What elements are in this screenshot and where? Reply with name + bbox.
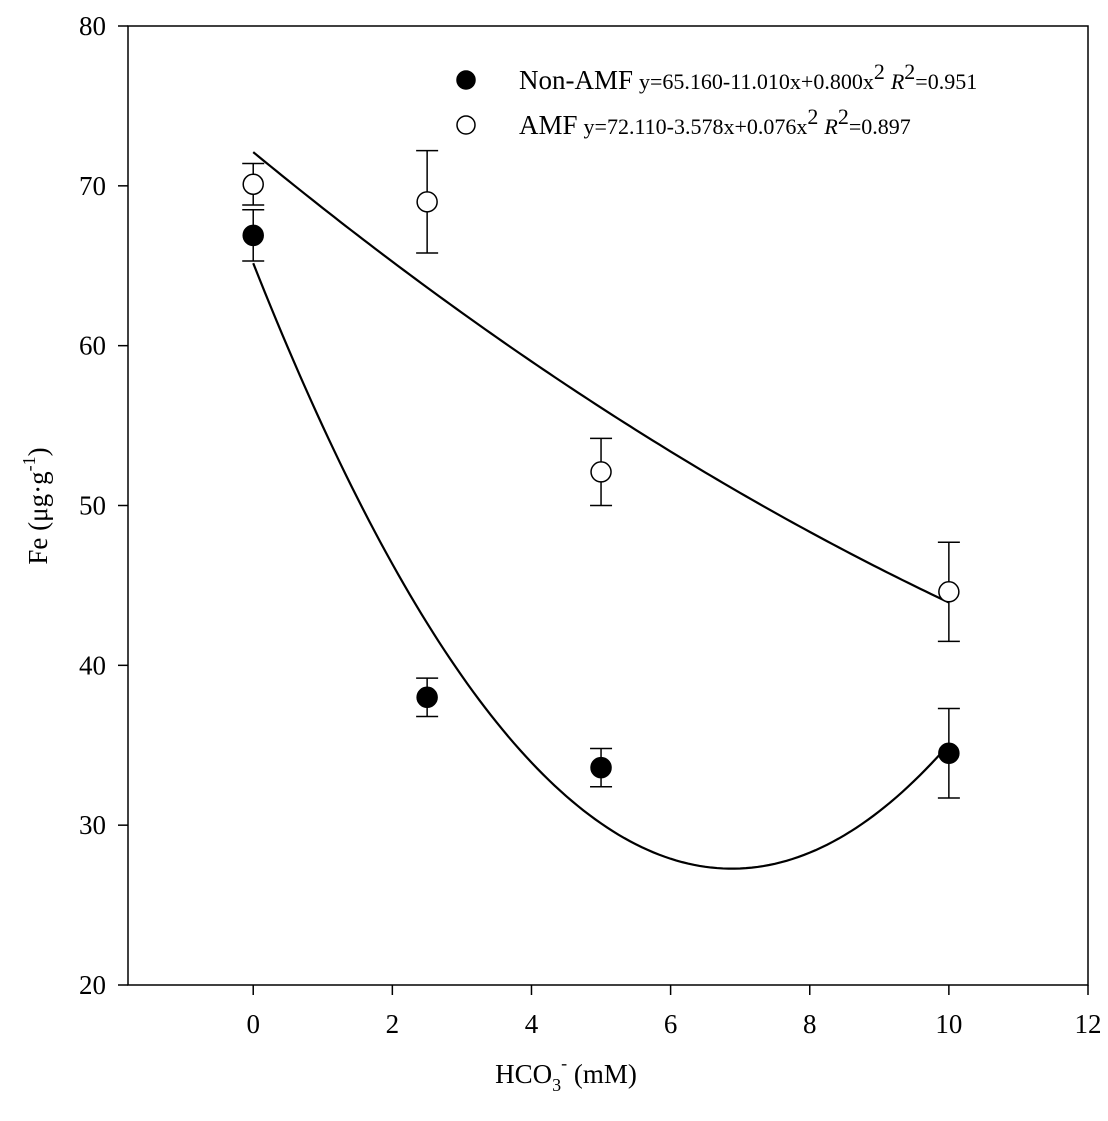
legend-label-non-amf: Non-AMF (519, 65, 633, 95)
y-tick-label: 30 (79, 810, 106, 840)
legend-label-amf: AMF (519, 110, 578, 140)
x-axis-title-rest: (mM) (567, 1059, 637, 1089)
data-point-non-amf (242, 224, 264, 247)
data-point-amf (416, 191, 438, 213)
y-tick-label: 50 (79, 491, 106, 521)
x-axis-ticks: 0 2 4 6 8 10 12 (246, 985, 1102, 1039)
y-axis-ticks: 20 30 40 50 60 70 80 (79, 11, 128, 1000)
x-tick-label: 10 (935, 1009, 962, 1039)
data-point-non-amf (590, 756, 612, 779)
y-axis-title: Fe (μg·g-1) (19, 447, 53, 564)
legend-marker-non-amf (456, 70, 476, 90)
legend-equation-amf-sup: 2 (807, 104, 818, 129)
legend-entry-non-amf: Non-AMF y=65.160-11.010x+0.800x2 R2=0.951 (519, 59, 977, 95)
x-axis-title-base: HCO (495, 1059, 552, 1089)
legend-equation-non-amf-sup: 2 (874, 59, 885, 84)
data-point-amf (242, 173, 264, 195)
data-point-non-amf (416, 686, 438, 709)
legend-r-value-amf: =0.897 (849, 114, 911, 139)
data-point-non-amf (938, 742, 960, 764)
legend: Non-AMF y=65.160-11.010x+0.800x2 R2=0.951 … (456, 59, 977, 140)
data-point-amf (938, 581, 960, 603)
y-tick-label: 20 (79, 970, 106, 1000)
y-tick-label: 80 (79, 11, 106, 41)
legend-r-amf: R (823, 114, 838, 139)
legend-equation-non-amf: y=65.160-11.010x+0.800x (639, 69, 874, 94)
x-tick-label: 4 (525, 1009, 539, 1039)
legend-r-sup-non-amf: 2 (904, 59, 915, 84)
y-axis-title-rest: ) (23, 447, 53, 456)
x-tick-label: 12 (1075, 1009, 1102, 1039)
x-tick-label: 0 (246, 1009, 260, 1039)
y-tick-label: 60 (79, 331, 106, 361)
y-tick-label: 40 (79, 650, 106, 680)
legend-marker-amf (456, 115, 476, 135)
legend-equation-amf: y=72.110-3.578x+0.076x (584, 114, 808, 139)
x-tick-label: 6 (664, 1009, 678, 1039)
y-axis-title-base: Fe (μg·g (23, 471, 53, 564)
data-point-amf (590, 461, 612, 483)
fit-curves (252, 151, 950, 870)
legend-r-sup-amf: 2 (838, 104, 849, 129)
fit-curve-non-amf (252, 262, 950, 870)
y-tick-label: 70 (79, 171, 106, 201)
data-points (242, 173, 960, 779)
x-axis-title-sup: - (561, 1053, 567, 1073)
y-axis-title-sup: -1 (19, 456, 39, 471)
legend-entry-amf: AMF y=72.110-3.578x+0.076x2 R2=0.897 (519, 104, 911, 140)
legend-r-value-non-amf: =0.951 (915, 69, 977, 94)
legend-r-non-amf: R (890, 69, 905, 94)
x-tick-label: 8 (803, 1009, 817, 1039)
x-axis-title: HCO3- (mM) (495, 1053, 637, 1095)
fit-curve-amf (252, 151, 950, 604)
x-tick-label: 2 (386, 1009, 400, 1039)
x-axis-title-sub: 3 (552, 1075, 561, 1095)
